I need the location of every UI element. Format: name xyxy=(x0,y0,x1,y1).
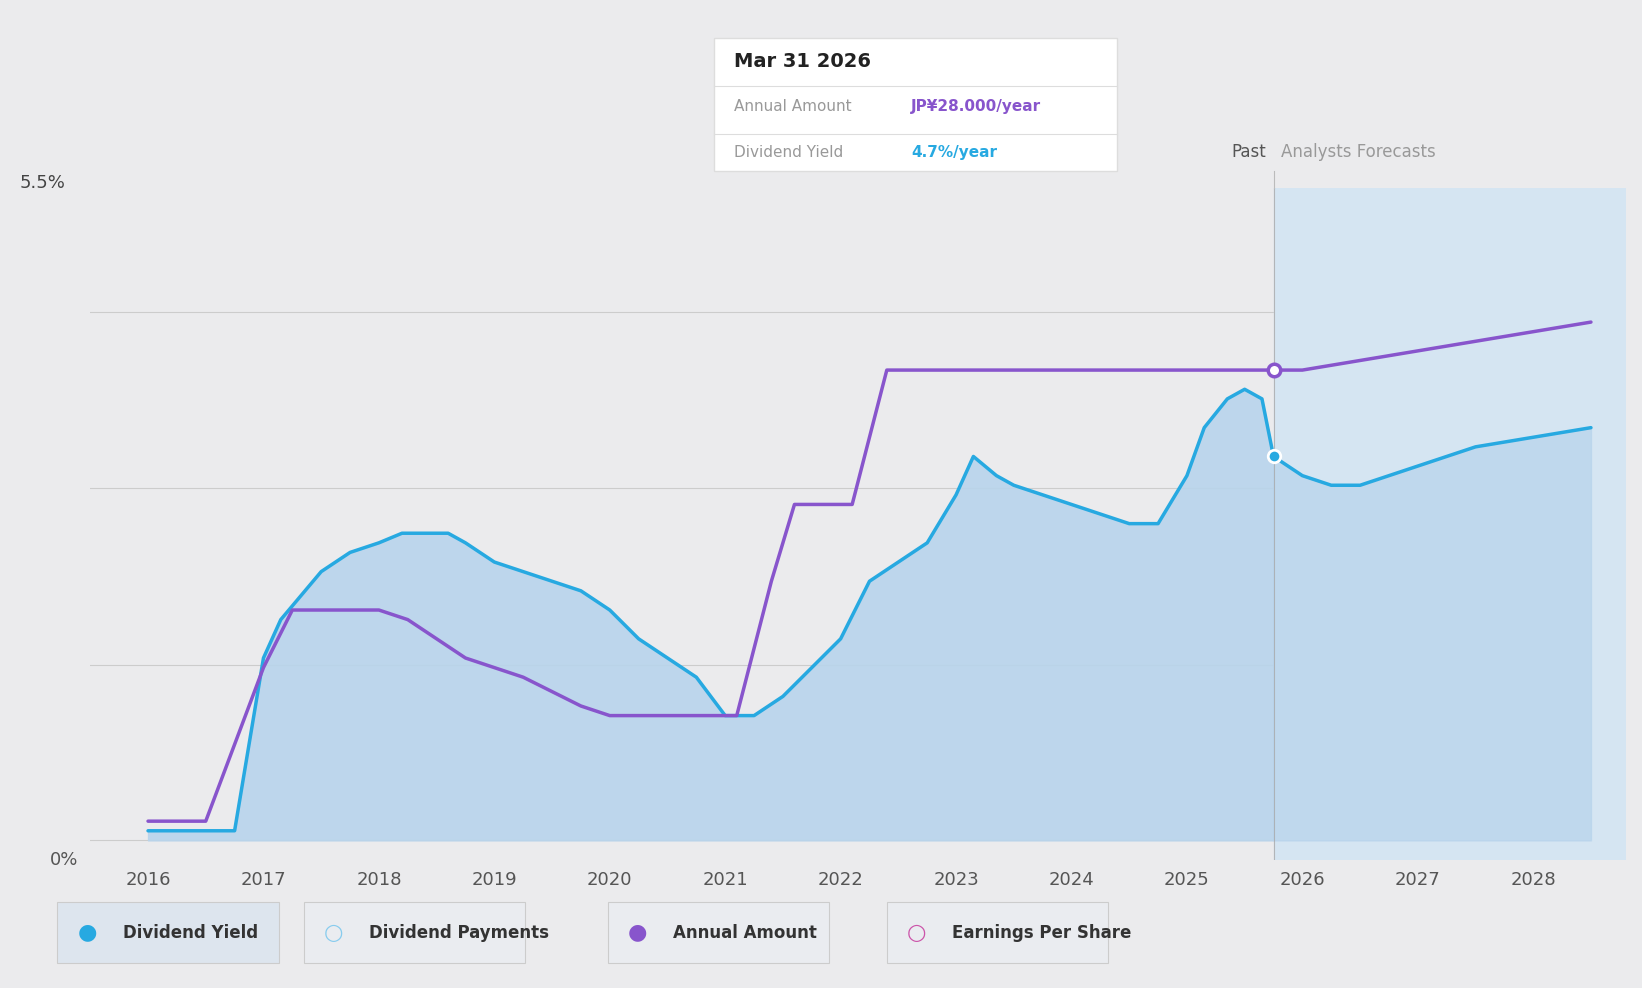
Bar xyxy=(1274,188,1626,860)
Text: JP¥28.000/year: JP¥28.000/year xyxy=(911,100,1041,115)
Text: Dividend Yield: Dividend Yield xyxy=(734,145,844,160)
Text: Annual Amount: Annual Amount xyxy=(673,924,818,942)
Text: Mar 31 2026: Mar 31 2026 xyxy=(734,52,870,71)
Text: Dividend Yield: Dividend Yield xyxy=(123,924,258,942)
Text: Earnings Per Share: Earnings Per Share xyxy=(952,924,1131,942)
Text: ○: ○ xyxy=(323,923,343,943)
Text: 4.7%/year: 4.7%/year xyxy=(911,145,997,160)
Text: ○: ○ xyxy=(906,923,926,943)
Text: Dividend Payments: Dividend Payments xyxy=(369,924,550,942)
Text: 0%: 0% xyxy=(49,851,79,868)
Text: Analysts Forecasts: Analysts Forecasts xyxy=(1281,143,1437,161)
Text: Annual Amount: Annual Amount xyxy=(734,100,852,115)
Text: ●: ● xyxy=(77,923,97,943)
Text: Past: Past xyxy=(1232,143,1266,161)
Text: ●: ● xyxy=(627,923,647,943)
Text: 5.5%: 5.5% xyxy=(20,174,66,192)
